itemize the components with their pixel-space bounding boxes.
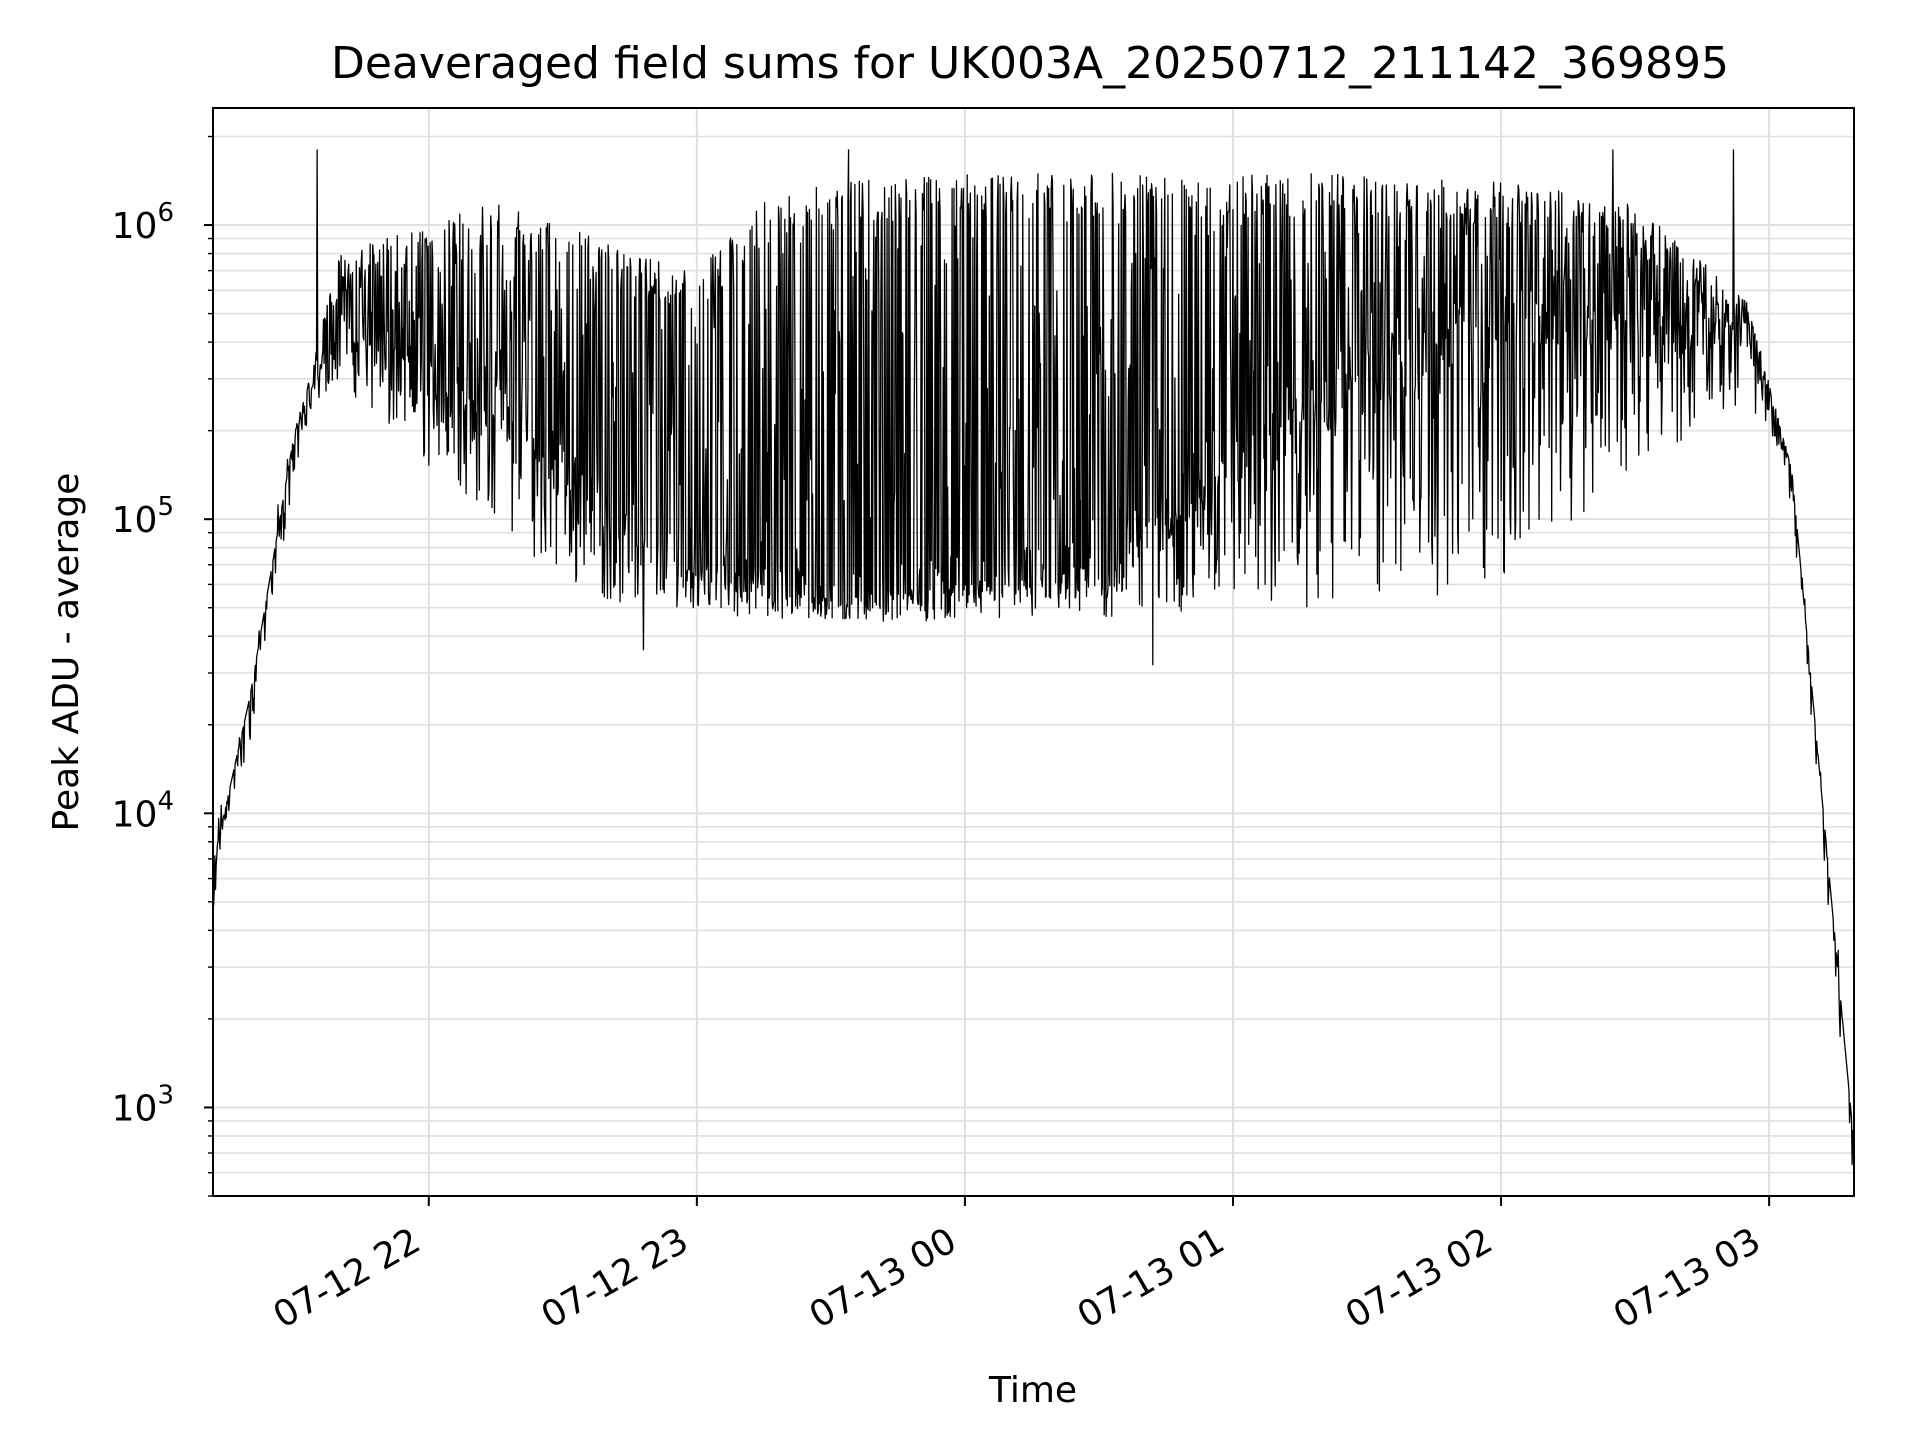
x-tick-label: 07-13 01: [1071, 1220, 1232, 1336]
y-tick-label-exponent: 3: [157, 1080, 174, 1110]
y-tick-label-base: 10: [112, 500, 158, 541]
chart-title: Deaveraged field sums for UK003A_2025071…: [331, 38, 1729, 89]
y-axis-label: Peak ADU - average: [46, 473, 87, 832]
y-tick-label-base: 10: [112, 1088, 158, 1129]
series-line-peak-adu: [213, 149, 1854, 1166]
x-tick-label: 07-13 03: [1607, 1220, 1768, 1336]
y-tick-label-exponent: 5: [157, 492, 174, 522]
plot-frame: [212, 107, 1855, 1197]
x-tick-label: 07-13 02: [1339, 1220, 1500, 1336]
y-tick-label: 105: [112, 492, 174, 541]
y-tick-label: 103: [112, 1080, 174, 1129]
series-layer: [213, 149, 1854, 1166]
y-tick-label-base: 10: [112, 794, 158, 835]
y-tick-label-exponent: 6: [157, 198, 174, 228]
x-tick-label: 07-12 22: [267, 1220, 428, 1336]
y-tick-label-exponent: 4: [157, 786, 174, 816]
y-tick-label: 104: [112, 786, 174, 835]
x-tick-label: 07-12 23: [535, 1220, 696, 1336]
x-axis-ticks: 07-12 22 07-12 23 07-13 00 07-13 01 07-13 02…: [267, 1196, 1771, 1337]
y-tick-label: 106: [112, 198, 174, 247]
x-axis-label: Time: [988, 1370, 1077, 1411]
x-tick-label: 07-13 00: [803, 1220, 964, 1336]
y-tick-label-base: 10: [112, 206, 158, 247]
